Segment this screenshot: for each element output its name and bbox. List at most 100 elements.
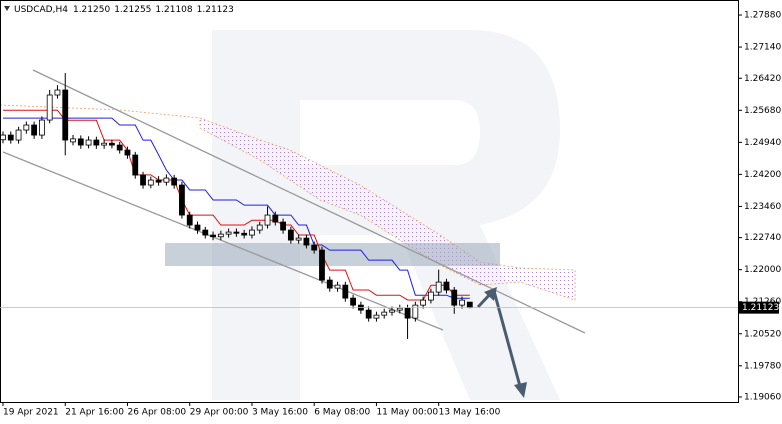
menu-icon[interactable] xyxy=(4,6,10,11)
price-zone xyxy=(165,243,500,266)
candle-body xyxy=(249,229,255,236)
y-tick-label: 1.19060 xyxy=(744,392,781,402)
candle-body xyxy=(31,124,38,136)
ichimoku-cloud xyxy=(199,117,576,301)
candle-body xyxy=(171,177,178,186)
x-tick-label: 21 Apr 16:00 xyxy=(65,408,124,418)
candle-body xyxy=(7,134,14,141)
y-tick-label: 1.19780 xyxy=(744,361,781,371)
candle-body xyxy=(202,229,209,236)
candle-body xyxy=(272,214,279,223)
candle-body xyxy=(54,89,61,96)
candle-body xyxy=(155,179,162,183)
x-tick-label: 13 May 16:00 xyxy=(439,408,501,418)
candle-body xyxy=(85,139,92,146)
y-tick-label: 1.23460 xyxy=(744,202,781,212)
candle-body xyxy=(15,129,22,141)
candle-body xyxy=(23,124,30,131)
candle-body xyxy=(427,291,434,301)
candle-body xyxy=(295,237,302,241)
x-tick-label: 29 Apr 00:00 xyxy=(190,408,249,418)
arrow-head xyxy=(514,382,527,398)
candle-body xyxy=(365,309,372,319)
y-tick-label: 1.24200 xyxy=(744,170,781,180)
indicator-line xyxy=(3,109,470,301)
candle-body xyxy=(381,311,388,316)
x-tick-label: 11 May 00:00 xyxy=(376,408,438,418)
candle-body xyxy=(451,289,458,306)
candle-body xyxy=(147,179,154,186)
x-tick-label: 19 Apr 2021 xyxy=(3,408,59,418)
candle-body xyxy=(46,94,53,121)
indicator-line xyxy=(3,117,470,299)
close: 1.21123 xyxy=(197,5,234,15)
candle-body xyxy=(132,154,139,176)
high: 1.21255 xyxy=(114,5,151,15)
candle-body xyxy=(0,134,6,141)
candle-body xyxy=(342,284,349,299)
x-tick-label: 3 May 16:00 xyxy=(252,408,308,418)
candle-body xyxy=(280,221,286,231)
candle-body xyxy=(77,138,84,146)
last-price-label: 1.21123 xyxy=(742,303,779,313)
candle-body xyxy=(326,279,333,289)
candle-body xyxy=(466,301,473,309)
cloud-edge xyxy=(0,104,201,119)
candle-body xyxy=(396,307,403,311)
header: USDCAD,H4 1.21250 1.21255 1.21108 1.21123 xyxy=(14,5,234,15)
candle-body xyxy=(435,281,442,293)
candle-body xyxy=(210,234,216,238)
candle-body xyxy=(186,214,193,226)
symbol: USDCAD,H4 xyxy=(14,5,68,15)
last-price-box xyxy=(739,301,779,314)
candle-body xyxy=(303,237,310,246)
open: 1.21250 xyxy=(73,5,110,15)
candle-body xyxy=(194,224,201,231)
candle-body xyxy=(412,304,419,319)
low: 1.21108 xyxy=(155,5,192,15)
y-tick-label: 1.26420 xyxy=(744,74,781,84)
arrow-head xyxy=(484,287,497,301)
candle-body xyxy=(350,297,357,306)
candle-body xyxy=(319,249,325,281)
candle-body xyxy=(233,231,240,234)
candle-body xyxy=(443,281,450,291)
candle-body xyxy=(373,314,380,319)
candle-body xyxy=(311,244,318,251)
plot-frame xyxy=(0,0,739,403)
y-tick-label: 1.20520 xyxy=(744,329,781,339)
y-tick-label: 1.24940 xyxy=(744,138,781,148)
candle-body xyxy=(109,142,115,146)
y-tick-label: 1.27140 xyxy=(744,43,781,53)
candle-body xyxy=(264,214,271,226)
candle-body xyxy=(70,138,76,143)
candle-body xyxy=(93,139,100,146)
candle-body xyxy=(404,307,411,319)
candle-body xyxy=(241,232,248,236)
candle-body xyxy=(140,174,146,186)
x-tick-label: 6 May 08:00 xyxy=(314,408,370,418)
candle-body xyxy=(459,299,465,306)
candle-body xyxy=(225,231,232,235)
y-tick-label: 1.22740 xyxy=(744,233,781,243)
candle-body xyxy=(124,149,131,156)
candle-body xyxy=(287,229,294,241)
y-tick-label: 1.25680 xyxy=(744,106,781,116)
candle-body xyxy=(217,233,224,238)
x-tick-label: 26 Apr 08:00 xyxy=(127,408,186,418)
candle-body xyxy=(116,144,123,151)
candle-body xyxy=(101,142,108,146)
y-tick-label: 1.27880 xyxy=(744,11,781,21)
candle-body xyxy=(334,284,341,289)
y-tick-label: 1.22000 xyxy=(744,265,781,275)
marks xyxy=(0,73,473,339)
candle-body xyxy=(62,89,69,141)
candle-body xyxy=(256,224,263,231)
candle-body xyxy=(163,177,170,183)
candle-body xyxy=(39,119,45,136)
candle-body xyxy=(179,184,185,216)
candle-body xyxy=(389,309,395,313)
channel-lower xyxy=(2,151,444,331)
candle-body xyxy=(420,299,427,306)
